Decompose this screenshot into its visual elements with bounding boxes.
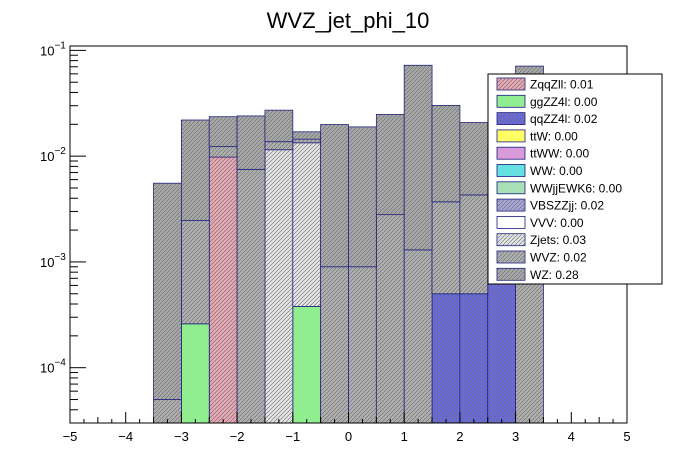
legend-label-ttW: ttW: 0.00	[530, 129, 578, 143]
x-tick-label: 4	[568, 429, 575, 444]
legend: ZqqZll: 0.01 ggZZ4l: 0.00 qqZZ4l: 0.02 ttW:…	[487, 73, 663, 285]
x-tick-label: −1	[285, 429, 300, 444]
legend-label-qqZZ4l: qqZZ4l: 0.02	[530, 112, 598, 126]
x-tick-label: 5	[623, 429, 630, 444]
legend-label-ggZZ4l: ggZZ4l: 0.00	[530, 95, 598, 109]
bar-WVZ-bin-5-hatch	[292, 139, 321, 143]
legend-label-WVZ: WVZ: 0.02	[530, 251, 587, 265]
bar-WVZ-bin-3-hatch	[237, 169, 265, 423]
legend-swatch-VVV	[496, 215, 526, 229]
bar-WVZ-bin-8-hatch	[376, 214, 405, 423]
bar-WVZ-bin-11-hatch	[459, 194, 488, 294]
x-tick-label: −3	[174, 429, 189, 444]
bar-WVZ-bin-7-hatch	[348, 266, 377, 423]
legend-swatch-hatch-WZ	[497, 268, 525, 281]
legend-swatch-ttWW	[496, 146, 526, 160]
bar-WVZ-bin-13-hatch	[515, 261, 544, 423]
bar-WVZ-bin-9-hatch	[404, 249, 433, 423]
legend-label-ttWW: ttWW: 0.00	[530, 147, 589, 161]
bar-WVZ-bin-2-hatch	[209, 146, 238, 158]
bar-qqZZ4l-bin-11-hatch	[459, 293, 488, 423]
legend-label-WW: WW: 0.00	[530, 164, 583, 178]
bar-WVZ-bin-4-hatch	[264, 141, 293, 150]
legend-swatch-ggZZ4l	[496, 94, 526, 108]
bar-Zjets-bin-5-hatch	[292, 142, 321, 307]
bar-WZ-bin-8-hatch	[376, 114, 405, 215]
bar-ggZZ4l-bin-5	[292, 305, 322, 424]
legend-swatch-WW	[496, 164, 526, 177]
legend-swatch-hatch-qqZZ4l	[497, 112, 525, 125]
legend-swatch-ttW	[496, 129, 526, 143]
x-tick-label: 2	[456, 429, 463, 444]
x-tick-label: −2	[230, 429, 245, 444]
bar-WZ-bin-0-hatch	[153, 183, 182, 400]
legend-label-ZqqZll: ZqqZll: 0.01	[530, 78, 594, 92]
stacked-bars	[153, 64, 544, 424]
x-axis: −5 −4 −3 −2 −1 0 1 2 3 4 5	[63, 412, 631, 444]
legend-swatch-hatch-VBSZZjj	[497, 199, 525, 212]
legend-swatch-hatch-Zjets	[497, 233, 525, 246]
bar-WZ-bin-5-hatch	[292, 131, 321, 140]
bar-WZ-bin-3-hatch	[237, 115, 265, 170]
legend-swatch-hatch-WVZ	[497, 251, 525, 263]
bar-WZ-bin-4-hatch	[264, 110, 293, 142]
bar-WZ-bin-10-hatch	[432, 105, 460, 202]
bar-WZ-bin-11-hatch	[459, 122, 488, 195]
x-tick-label: −4	[118, 429, 133, 444]
legend-swatch-hatch-ZqqZll	[497, 78, 525, 90]
legend-label-Zjets: Zjets: 0.03	[530, 233, 586, 247]
legend-label-WZ: WZ: 0.28	[530, 268, 579, 282]
bar-WVZ-bin-0-hatch	[153, 399, 182, 423]
bar-Zjets-bin-4-hatch	[264, 149, 293, 424]
x-tick-label: 0	[345, 429, 352, 444]
x-tick-label: −5	[63, 429, 78, 444]
legend-label-WWjjEWK6: WWjjEWK6: 0.00	[530, 181, 622, 195]
x-tick-label: 3	[512, 429, 519, 444]
legend-label-VBSZZjj: VBSZZjj: 0.02	[530, 199, 604, 213]
bar-WVZ-bin-6-hatch	[320, 266, 349, 423]
bar-WZ-bin-1-hatch	[181, 120, 210, 221]
legend-label-VVV: VVV: 0.00	[530, 216, 584, 230]
bar-WVZ-bin-10-hatch	[432, 201, 460, 294]
legend-box	[487, 73, 663, 285]
bar-ggZZ4l-bin-1	[180, 323, 210, 424]
bar-ZqqZll-bin-2-hatch	[209, 157, 238, 423]
bar-WVZ-bin-1-hatch	[181, 220, 210, 324]
legend-swatch-WWjjEWK6	[496, 181, 526, 195]
bar-qqZZ4l-bin-10-hatch	[432, 293, 460, 423]
x-tick-label: 1	[401, 429, 408, 444]
bar-WZ-bin-2-hatch	[209, 116, 238, 147]
bar-WZ-bin-6-hatch	[320, 124, 349, 267]
bar-WZ-bin-9-hatch	[404, 65, 433, 250]
bar-WZ-bin-7-hatch	[348, 126, 377, 267]
chart-title: WVZ_jet_phi_10	[267, 8, 430, 33]
